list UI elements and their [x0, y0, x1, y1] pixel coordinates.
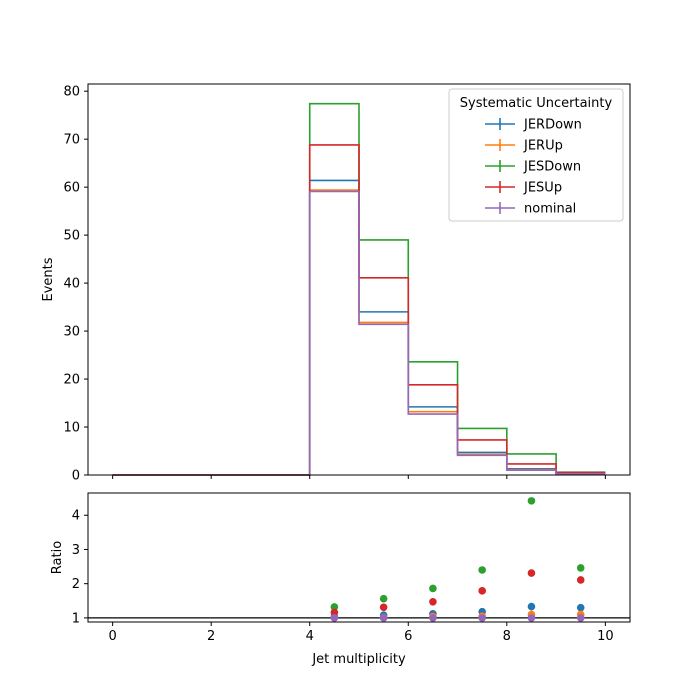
ratio-x-axis-label: Jet multiplicity: [311, 652, 406, 667]
ratio-y-tick-label: 3: [72, 543, 80, 558]
ratio-y-tick-label: 4: [72, 509, 80, 524]
ratio-point-jesdown: [429, 584, 437, 593]
ratio-point-jesdown: [527, 497, 536, 505]
legend-label: JERDown: [523, 118, 582, 133]
ratio-point-jesup: [379, 603, 388, 612]
top-y-tick-label: 60: [63, 181, 80, 196]
legend-entry-jerup: JERUp: [485, 139, 563, 154]
ratio-y-tick-label: 1: [72, 611, 80, 626]
ratio-y-axis-label: Ratio: [50, 541, 65, 574]
ratio-x-tick-label: 2: [207, 629, 215, 644]
top-y-tick-label: 30: [63, 325, 80, 340]
top-y-tick-label: 40: [63, 277, 80, 292]
ratio-point-jesdown: [330, 603, 339, 611]
legend-title: Systematic Uncertainty: [460, 96, 613, 111]
ratio-y-tick-label: 2: [72, 577, 80, 592]
ratio-point-jesup: [527, 569, 536, 577]
legend-entry-nominal: nominal: [485, 202, 576, 217]
legend: Systematic Uncertainty JERDown JERUp JESDow…: [448, 88, 624, 222]
ratio-point-jesup: [429, 598, 437, 606]
top-axes-frame: [87, 83, 631, 476]
legend-entry-jerdown: JERDown: [485, 118, 582, 133]
legend-label: JESDown: [523, 160, 581, 175]
top-y-tick-label: 10: [63, 421, 80, 436]
top-panel: 0 10 20 30 40 50 60 70 80 Events: [41, 83, 631, 484]
ratio-point-jesup: [478, 587, 486, 595]
top-y-tick-label: 0: [72, 469, 80, 484]
ratio-x-tick-label: 10: [597, 629, 614, 644]
ratio-x-tick-label: 4: [306, 629, 314, 644]
legend-entry-jesdown: JESDown: [485, 160, 581, 175]
ratio-point-nominal: [527, 614, 536, 622]
top-y-tick-label: 70: [63, 133, 80, 148]
ratio-point-nominal: [576, 614, 585, 622]
ratio-point-jesup: [330, 608, 339, 617]
top-y-tick-label: 50: [63, 229, 80, 244]
ratio-point-jesdown: [478, 566, 486, 574]
top-y-tick-label: 20: [63, 373, 80, 388]
ratio-point-jesup: [576, 576, 585, 584]
legend-label: JERUp: [523, 139, 563, 154]
ratio-point-jerdown: [527, 602, 536, 611]
ratio-point-nominal: [330, 614, 339, 622]
ratio-point-nominal: [478, 614, 486, 622]
ratio-point-nominal: [429, 614, 437, 622]
ratio-point-nominal: [379, 614, 388, 622]
ratio-axes-frame: [87, 492, 631, 623]
ratio-x-tick-label: 8: [503, 629, 511, 644]
ratio-x-tick-label: 6: [404, 629, 412, 644]
ratio-point-jesdown: [576, 564, 585, 572]
legend-label: JESUp: [523, 181, 562, 196]
legend-entry-jesup: JESUp: [485, 181, 562, 196]
legend-label: nominal: [524, 202, 576, 217]
ratio-point-jerdown: [576, 603, 585, 612]
ratio-x-tick-label: 0: [108, 629, 116, 644]
ratio-point-jesdown: [379, 594, 388, 603]
histogram-nominal: [112, 190, 606, 476]
legend-box: [448, 88, 624, 222]
top-y-axis-label: Events: [41, 257, 56, 301]
top-y-tick-label: 80: [63, 85, 80, 100]
